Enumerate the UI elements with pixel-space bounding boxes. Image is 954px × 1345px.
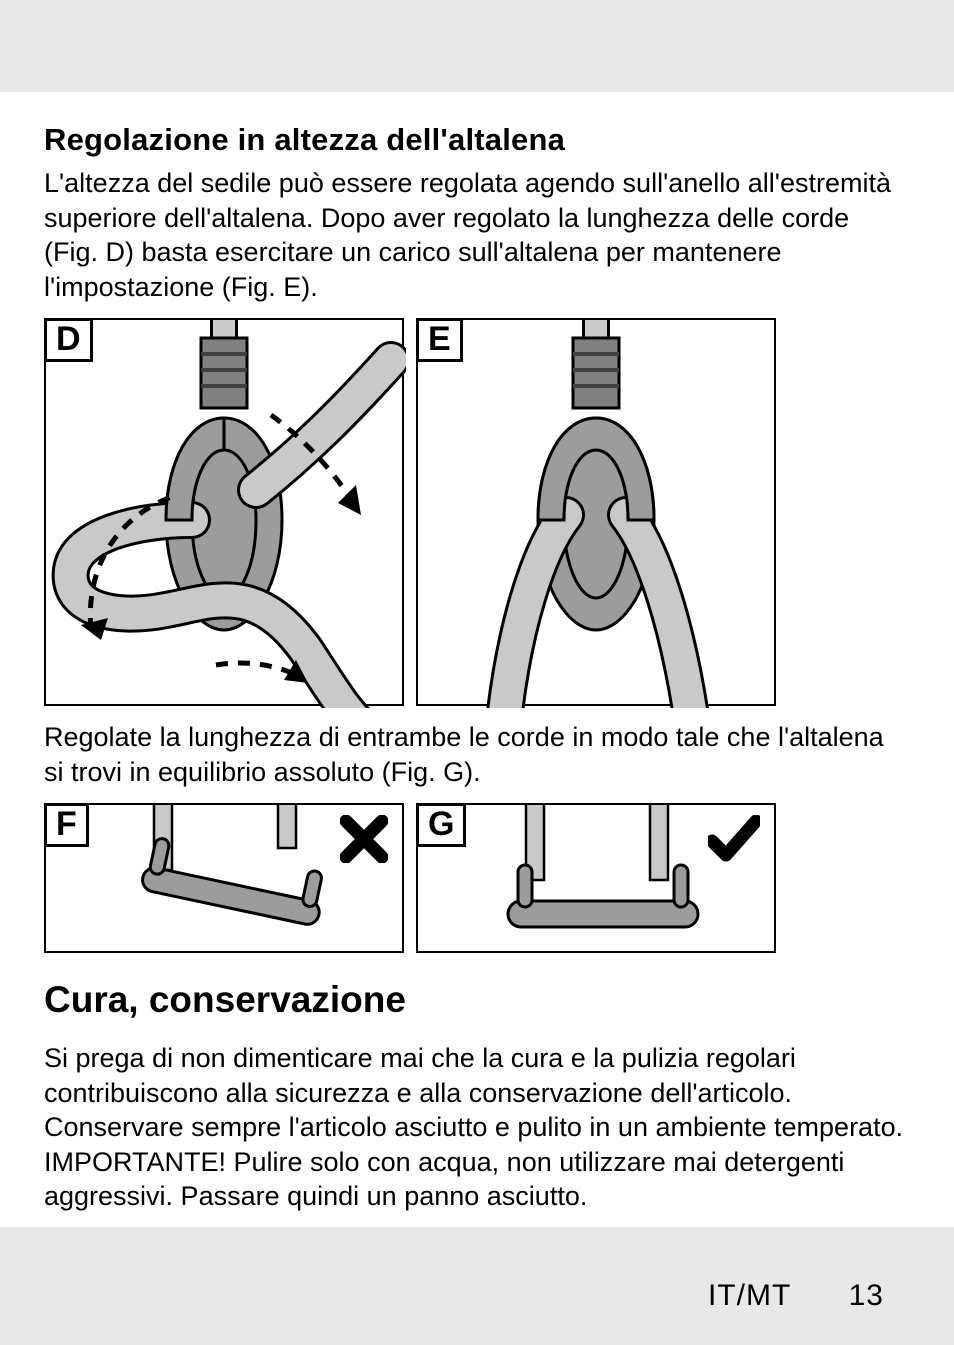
figure-row-1: D [44, 318, 910, 706]
figure-d-label: D [44, 318, 93, 362]
figure-g-label: G [416, 803, 466, 847]
top-margin-bar [0, 0, 954, 92]
figure-d: D [44, 318, 404, 706]
check-icon [708, 815, 760, 863]
figure-g: G [416, 803, 776, 953]
page-footer: IT/MT 13 [708, 1279, 884, 1313]
section2-para: Si prega di non dimenticare mai che la c… [44, 1041, 910, 1214]
cross-icon [340, 815, 388, 863]
page: Regolazione in altezza dell'altalena L'a… [0, 0, 954, 1345]
figure-e-illustration [418, 320, 778, 708]
figure-f: F [44, 803, 404, 953]
figure-e-label: E [416, 318, 463, 362]
figure-d-illustration [46, 320, 406, 708]
section1-heading: Regolazione in altezza dell'altalena [44, 122, 910, 158]
section1-para1: L'altezza del sedile può essere regolata… [44, 166, 910, 304]
content-area: Regolazione in altezza dell'altalena L'a… [0, 92, 954, 1227]
figure-row-2: F [44, 803, 910, 953]
figure-e: E [416, 318, 776, 706]
bottom-margin-bar: IT/MT 13 [0, 1227, 954, 1345]
section2-heading: Cura, conservazione [44, 979, 910, 1021]
section1-para2: Regolate la lunghezza di entrambe le cor… [44, 720, 910, 789]
footer-page-number: 13 [849, 1279, 884, 1312]
footer-lang: IT/MT [708, 1279, 791, 1312]
figure-f-label: F [44, 803, 89, 847]
